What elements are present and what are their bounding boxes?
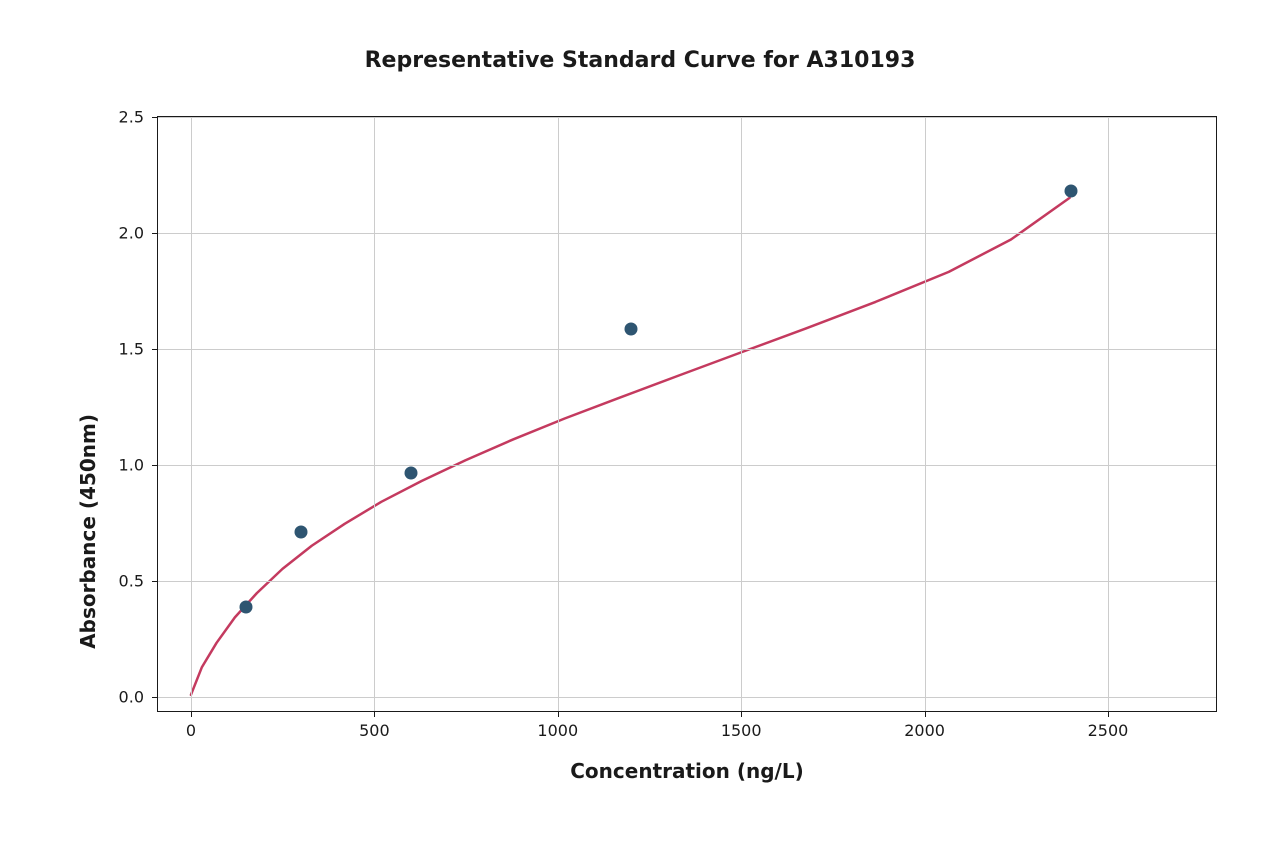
x-tick-label: 0 bbox=[186, 721, 196, 740]
y-tick-mark bbox=[152, 349, 158, 350]
x-tick-mark bbox=[925, 711, 926, 717]
y-axis-label: Absorbance (450nm) bbox=[76, 414, 100, 649]
y-tick-label: 2.5 bbox=[119, 108, 144, 127]
x-tick-mark bbox=[374, 711, 375, 717]
grid-line-horizontal bbox=[158, 465, 1216, 466]
x-tick-mark bbox=[741, 711, 742, 717]
chart-container: Representative Standard Curve for A31019… bbox=[0, 0, 1280, 845]
grid-line-vertical bbox=[1108, 117, 1109, 711]
data-point bbox=[625, 323, 638, 336]
grid-line-horizontal bbox=[158, 117, 1216, 118]
x-tick-label: 2000 bbox=[904, 721, 945, 740]
plot-area: Concentration (ng/L) Absorbance (450nm) … bbox=[157, 116, 1217, 712]
grid-line-vertical bbox=[191, 117, 192, 711]
grid-line-horizontal bbox=[158, 581, 1216, 582]
grid-line-horizontal bbox=[158, 349, 1216, 350]
y-tick-mark bbox=[152, 697, 158, 698]
x-tick-label: 2500 bbox=[1088, 721, 1129, 740]
y-tick-mark bbox=[152, 117, 158, 118]
data-point bbox=[295, 526, 308, 539]
y-tick-label: 1.5 bbox=[119, 339, 144, 358]
grid-line-vertical bbox=[925, 117, 926, 711]
x-tick-mark bbox=[1108, 711, 1109, 717]
data-point bbox=[240, 601, 253, 614]
x-tick-label: 500 bbox=[359, 721, 390, 740]
data-point bbox=[1065, 185, 1078, 198]
grid-line-vertical bbox=[374, 117, 375, 711]
y-tick-mark bbox=[152, 233, 158, 234]
grid-line-vertical bbox=[741, 117, 742, 711]
data-point bbox=[405, 466, 418, 479]
grid-line-vertical bbox=[558, 117, 559, 711]
y-tick-label: 0.5 bbox=[119, 571, 144, 590]
x-tick-label: 1000 bbox=[537, 721, 578, 740]
x-tick-mark bbox=[191, 711, 192, 717]
chart-title: Representative Standard Curve for A31019… bbox=[365, 48, 916, 73]
x-tick-mark bbox=[558, 711, 559, 717]
y-tick-mark bbox=[152, 465, 158, 466]
x-axis-label: Concentration (ng/L) bbox=[570, 759, 803, 783]
y-tick-label: 1.0 bbox=[119, 455, 144, 474]
grid-line-horizontal bbox=[158, 233, 1216, 234]
y-tick-label: 2.0 bbox=[119, 223, 144, 242]
fitted-curve bbox=[158, 117, 1216, 711]
x-tick-label: 1500 bbox=[721, 721, 762, 740]
y-tick-label: 0.0 bbox=[119, 687, 144, 706]
y-tick-mark bbox=[152, 581, 158, 582]
grid-line-horizontal bbox=[158, 697, 1216, 698]
